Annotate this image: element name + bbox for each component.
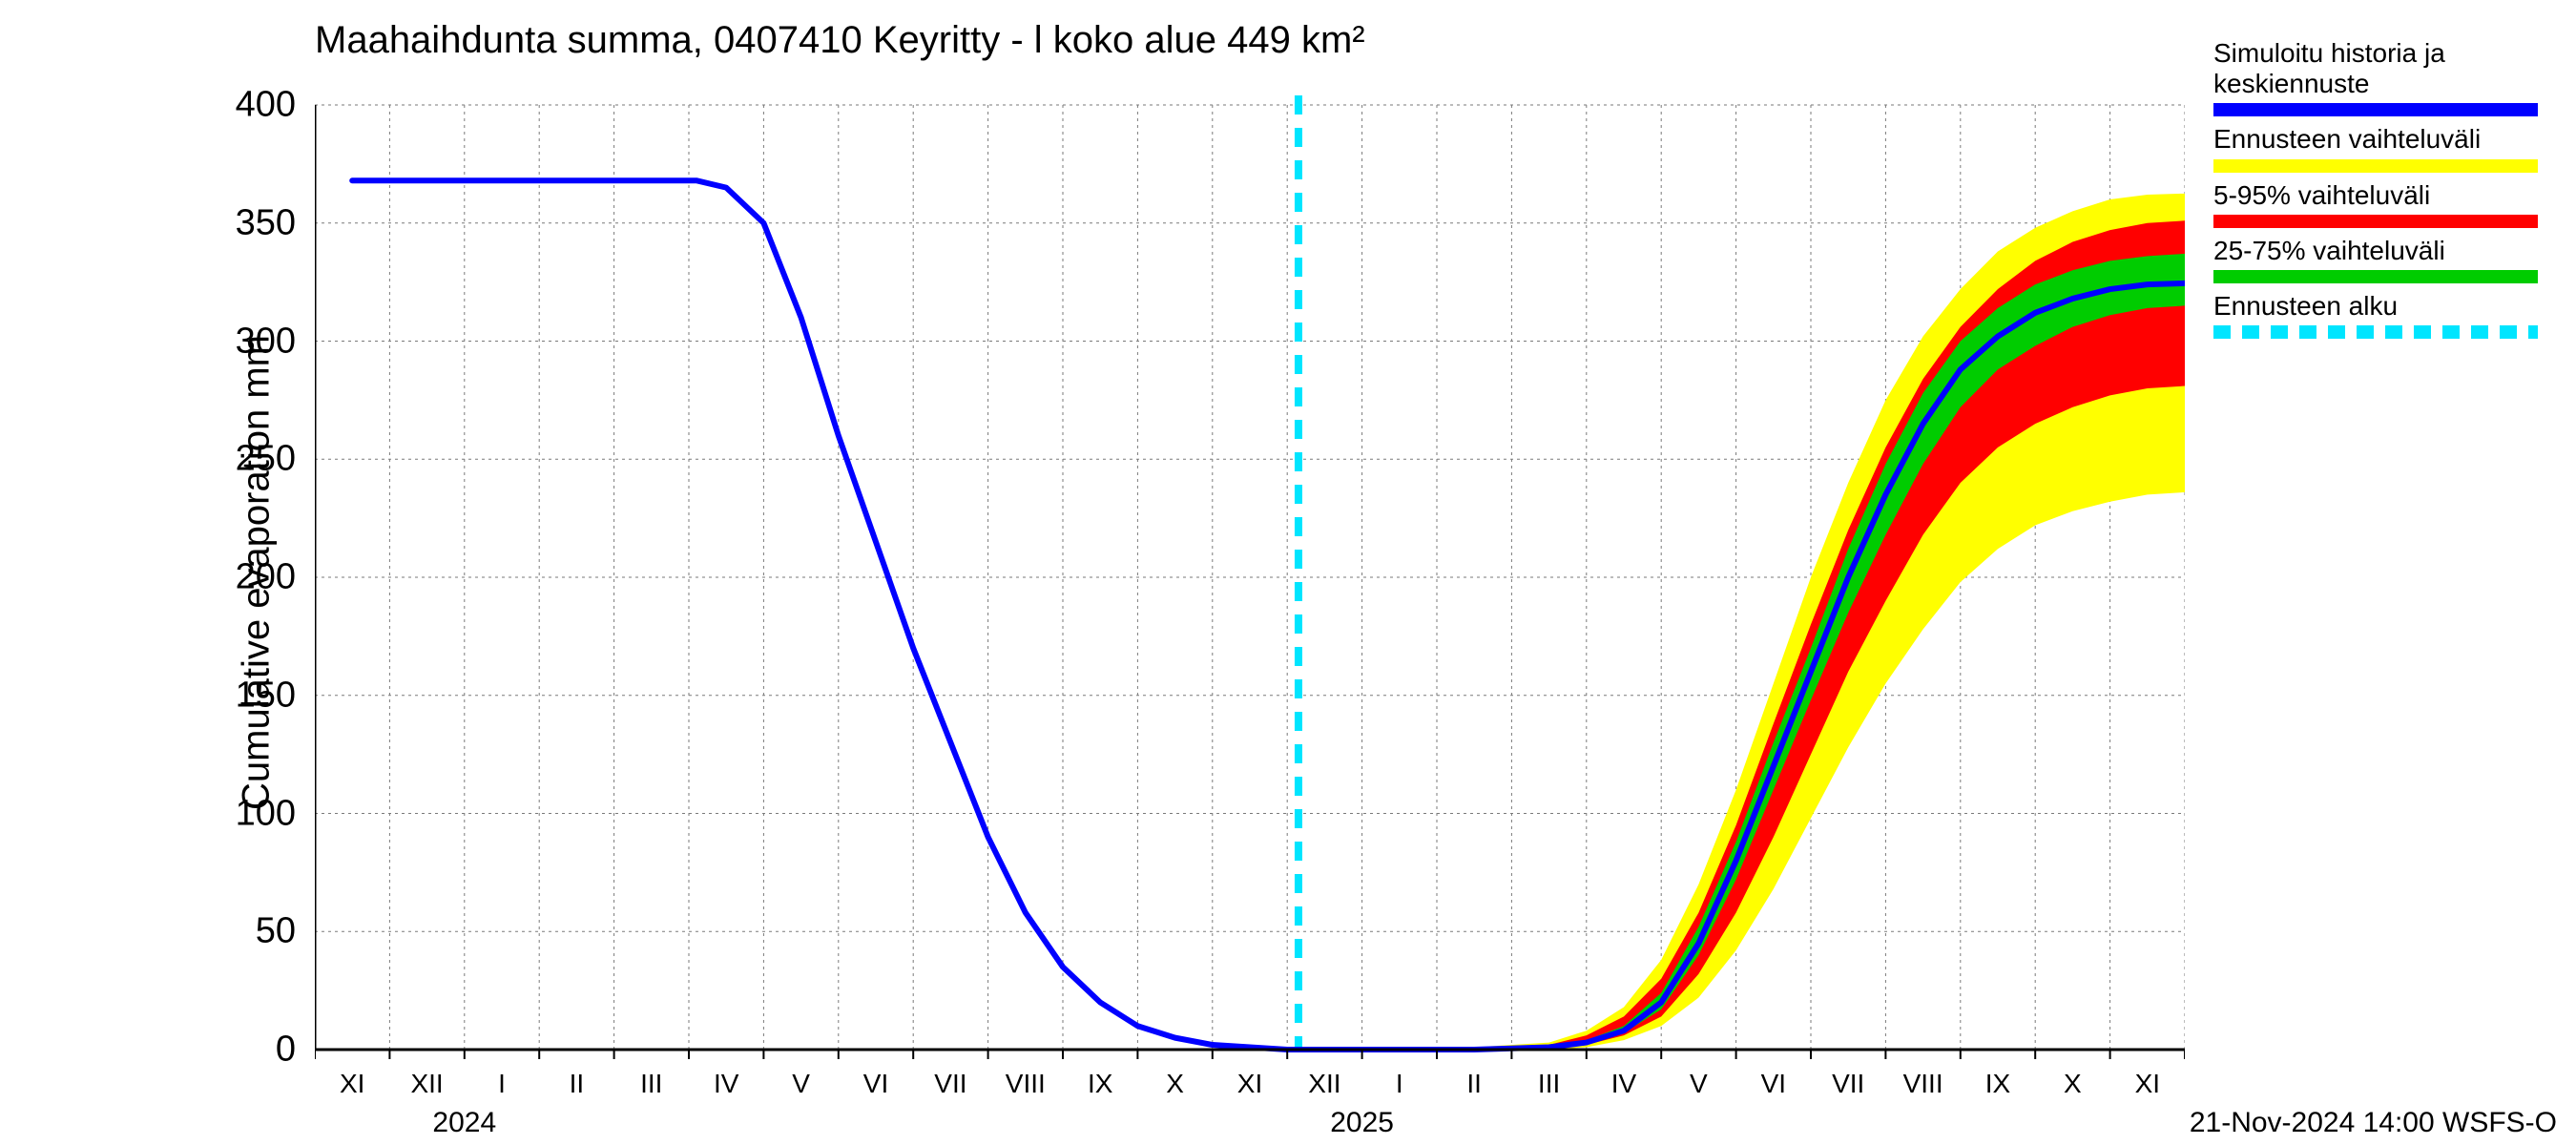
y-tick-label: 150 xyxy=(236,675,296,716)
legend: Simuloitu historia jakeskiennuste Ennuste… xyxy=(2213,38,2557,346)
legend-swatch xyxy=(2213,159,2538,173)
year-marker: 2025 xyxy=(1330,1107,1394,1139)
x-tick-label: V xyxy=(1690,1069,1708,1099)
x-tick-label: VI xyxy=(1761,1069,1786,1099)
x-tick-label: IV xyxy=(714,1069,738,1099)
legend-swatch xyxy=(2213,103,2538,116)
y-tick-label: 400 xyxy=(236,85,296,126)
x-tick-label: I xyxy=(1396,1069,1403,1099)
plot-area xyxy=(315,95,2185,1059)
x-tick-label: VI xyxy=(863,1069,888,1099)
y-tick-label: 300 xyxy=(236,321,296,362)
x-tick-label: IX xyxy=(1985,1069,2010,1099)
chart-container: Maahaihdunta summa, 0407410 Keyritty - l… xyxy=(0,0,2576,1145)
y-tick-label: 50 xyxy=(256,911,296,952)
footer-timestamp: 21-Nov-2024 14:00 WSFS-O xyxy=(2190,1107,2557,1139)
legend-entry: 25-75% vaihteluväli xyxy=(2213,236,2557,283)
y-tick-label: 250 xyxy=(236,439,296,480)
y-tick-label: 200 xyxy=(236,557,296,598)
legend-entry: 5-95% vaihteluväli xyxy=(2213,180,2557,228)
x-tick-label: I xyxy=(498,1069,506,1099)
x-tick-label: VII xyxy=(934,1069,966,1099)
chart-title: Maahaihdunta summa, 0407410 Keyritty - l… xyxy=(315,19,1365,62)
x-tick-label: XII xyxy=(1308,1069,1340,1099)
x-tick-label: X xyxy=(1166,1069,1184,1099)
x-tick-label: XI xyxy=(1237,1069,1262,1099)
x-tick-label: III xyxy=(640,1069,662,1099)
x-tick-label: V xyxy=(792,1069,810,1099)
y-tick-label: 350 xyxy=(236,202,296,243)
legend-label: Ennusteen alku xyxy=(2213,291,2557,322)
x-tick-label: II xyxy=(570,1069,585,1099)
x-tick-label: XI xyxy=(340,1069,364,1099)
x-tick-label: VIII xyxy=(1903,1069,1943,1099)
legend-label: Simuloitu historia ja xyxy=(2213,38,2557,69)
x-tick-label: XII xyxy=(410,1069,443,1099)
legend-entry: Simuloitu historia jakeskiennuste xyxy=(2213,38,2557,116)
x-tick-label: II xyxy=(1466,1069,1482,1099)
legend-swatch xyxy=(2213,325,2538,339)
y-tick-label: 100 xyxy=(236,793,296,834)
legend-entry: Ennusteen vaihteluväli xyxy=(2213,124,2557,172)
legend-entry: Ennusteen alku xyxy=(2213,291,2557,339)
legend-label: 25-75% vaihteluväli xyxy=(2213,236,2557,266)
x-tick-label: XI xyxy=(2135,1069,2160,1099)
x-tick-label: III xyxy=(1538,1069,1560,1099)
x-tick-label: VIII xyxy=(1006,1069,1046,1099)
legend-label: 5-95% vaihteluväli xyxy=(2213,180,2557,211)
legend-label: keskiennuste xyxy=(2213,69,2557,99)
legend-label: Ennusteen vaihteluväli xyxy=(2213,124,2557,155)
legend-swatch xyxy=(2213,270,2538,283)
x-tick-label: VII xyxy=(1832,1069,1864,1099)
year-marker: 2024 xyxy=(432,1107,496,1139)
legend-swatch xyxy=(2213,215,2538,228)
x-tick-label: X xyxy=(2064,1069,2082,1099)
y-tick-label: 0 xyxy=(276,1030,296,1071)
x-tick-label: IX xyxy=(1088,1069,1112,1099)
x-tick-label: IV xyxy=(1611,1069,1636,1099)
